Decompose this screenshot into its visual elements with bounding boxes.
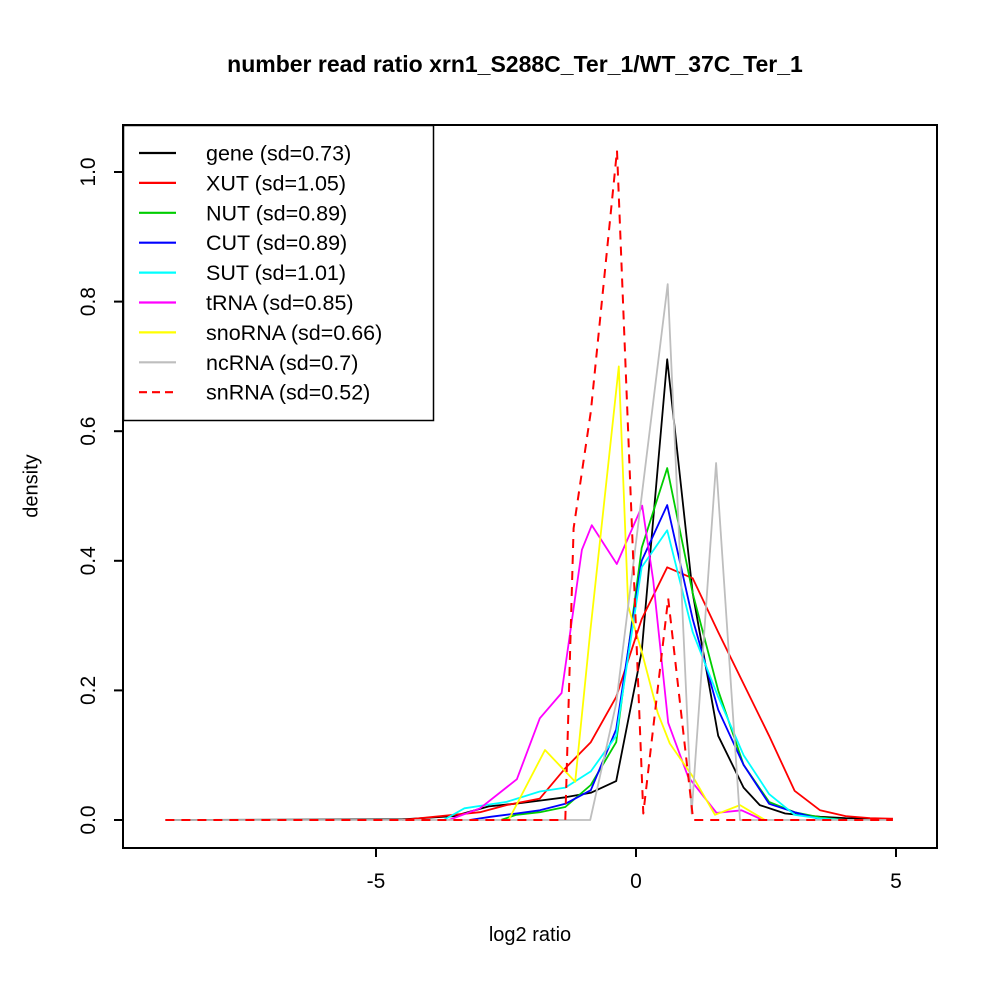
legend-label-CUT: CUT (sd=0.89) — [206, 231, 347, 255]
legend-label-SUT: SUT (sd=1.01) — [206, 261, 346, 285]
series-line-NUT — [500, 467, 845, 821]
legend-label-snRNA: snRNA (sd=0.52) — [206, 381, 370, 405]
series-line-gene — [165, 358, 893, 821]
y-tick-label: 0.8 — [77, 287, 100, 316]
series-line-XUT — [401, 566, 893, 821]
series-line-tRNA — [448, 504, 764, 821]
series-line-snoRNA — [507, 365, 766, 821]
x-axis-title: log2 ratio — [488, 924, 572, 946]
y-tick-label: 0.6 — [77, 417, 100, 446]
plot-border — [122, 124, 938, 849]
legend-label-NUT: NUT (sd=0.89) — [206, 201, 347, 225]
series-line-snRNA — [165, 149, 893, 821]
chart-title: number read ratio xrn1_S288C_Ter_1/WT_37… — [227, 51, 803, 77]
series-line-CUT — [469, 504, 824, 821]
y-tick-label: 0.0 — [77, 805, 100, 834]
legend-label-gene: gene (sd=0.73) — [206, 142, 351, 166]
x-tick-label: 0 — [630, 870, 642, 893]
legend-label-snoRNA: snoRNA (sd=0.66) — [206, 321, 382, 345]
x-tick-label: 5 — [890, 870, 902, 893]
y-tick-label: 1.0 — [77, 157, 100, 186]
legend-label-XUT: XUT (sd=1.05) — [206, 171, 346, 195]
legend-label-ncRNA: ncRNA (sd=0.7) — [206, 351, 358, 375]
legend-label-tRNA: tRNA (sd=0.85) — [206, 291, 354, 315]
series-line-SUT — [443, 529, 845, 821]
x-tick-label: -5 — [367, 870, 386, 893]
y-tick-label: 0.2 — [77, 676, 100, 705]
y-tick-label: 0.4 — [77, 546, 100, 576]
legend-box — [122, 124, 435, 422]
series-line-ncRNA — [165, 283, 893, 821]
